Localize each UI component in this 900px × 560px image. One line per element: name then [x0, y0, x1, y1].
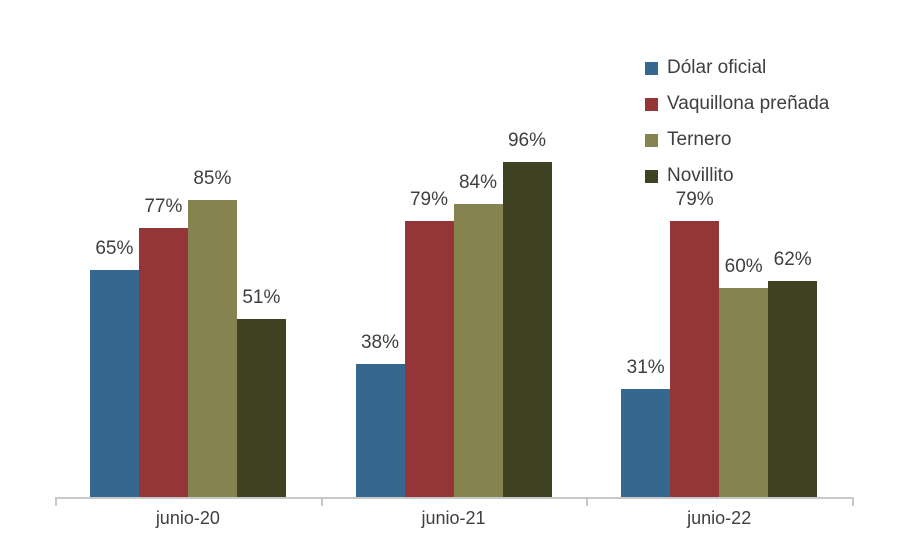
legend-label: Novillito [667, 165, 734, 186]
bar-ternero-junio-20: 85% [187, 168, 237, 497]
legend-label: Dólar oficial [667, 57, 767, 78]
plot-area: 65% 77% 85% 51% 38% 79% 84% 96% 31% 79% 60% 62% [55, 130, 852, 497]
bar-group-junio-22: 31% 79% 60% 62% [621, 148, 818, 497]
x-axis-tick [586, 497, 589, 506]
legend-item-novillito: Novillito [645, 158, 829, 194]
bar-value-label: 96% [507, 129, 547, 151]
legend-swatch-icon [645, 97, 658, 111]
bar-ternero-junio-22: 60% [719, 256, 769, 497]
legend-item-vaquillona-prenada: Vaquillona preñada [645, 86, 829, 122]
legend-label: Vaquillona preñada [667, 93, 830, 114]
bar-value-label: 51% [242, 287, 281, 309]
bar-value-label: 85% [193, 168, 232, 190]
bar-value-label: 79% [675, 189, 714, 211]
category-group-junio-20: 65% 77% 85% 51% [55, 148, 321, 497]
legend-item-dolar-oficial: Dólar oficial [645, 50, 829, 86]
bar-value-label: 65% [95, 238, 134, 260]
bar-value-label: 84% [458, 171, 498, 193]
bar-novillito-junio-20: 51% [236, 287, 286, 497]
bar-group-junio-20: 65% 77% 85% 51% [89, 148, 286, 497]
bar-vaquillona-prenada-junio-22: 79% [670, 189, 720, 497]
bar-dolar-oficial-junio-21: 38% [355, 332, 405, 497]
legend-swatch-icon [645, 169, 658, 183]
legend-item-ternero: Ternero [645, 122, 829, 158]
x-axis-label-junio-20: junio-20 [155, 508, 220, 528]
bar-value-label: 38% [360, 332, 400, 354]
category-group-junio-22: 31% 79% 60% 62% [586, 148, 852, 497]
x-axis-label-junio-22: junio-22 [687, 508, 752, 528]
bar-group-junio-21: 38% 79% 84% 96% [355, 130, 552, 497]
bar-value-label: 79% [409, 189, 449, 211]
bar-novillito-junio-21: 96% [502, 130, 552, 497]
bar-vaquillona-prenada-junio-21: 79% [404, 189, 454, 497]
bar-novillito-junio-22: 62% [768, 249, 818, 497]
x-axis-tick [320, 497, 323, 506]
x-axis-line [55, 497, 853, 499]
bar-dolar-oficial-junio-22: 31% [621, 357, 671, 497]
x-axis-labels: junio-20 junio-21 junio-22 [55, 508, 852, 529]
bar-vaquillona-prenada-junio-20: 77% [138, 196, 188, 497]
bar-value-label: 60% [724, 255, 763, 277]
bar-value-label: 77% [144, 196, 183, 218]
bar-value-label: 31% [626, 356, 665, 378]
category-group-junio-21: 38% 79% 84% 96% [321, 130, 587, 497]
x-axis-tick [852, 497, 854, 506]
legend-swatch-icon [645, 133, 658, 147]
bar-ternero-junio-21: 84% [453, 172, 503, 497]
bar-value-label: 62% [773, 248, 812, 270]
bar-dolar-oficial-junio-20: 65% [89, 238, 139, 497]
x-axis-label-junio-21: junio-21 [421, 508, 486, 528]
x-axis-tick [55, 497, 57, 506]
legend-label: Ternero [667, 129, 732, 150]
legend-swatch-icon [645, 61, 658, 75]
legend: Dólar oficial Vaquillona preñada Ternero No… [645, 50, 829, 194]
